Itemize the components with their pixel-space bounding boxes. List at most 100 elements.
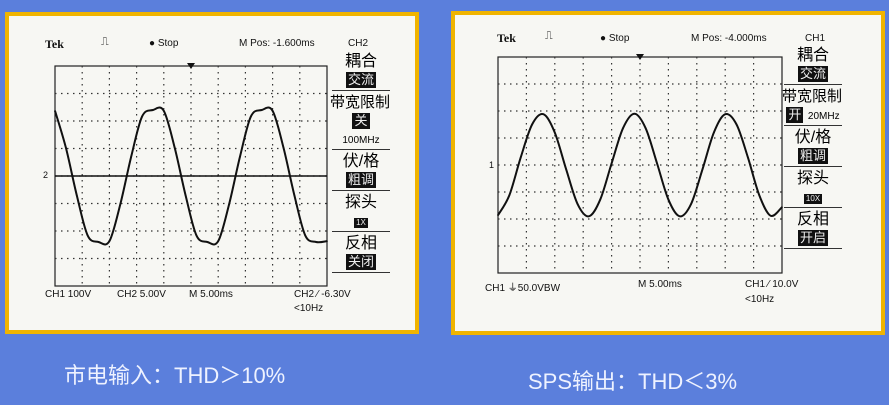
channel-label: CH2 (348, 38, 369, 49)
waveform-sample-point (260, 109, 263, 111)
status-text: Stop (157, 38, 179, 49)
coupling-value: 交流 (345, 72, 376, 88)
waveform-sample-point (119, 203, 122, 206)
trigger-position-marker (187, 63, 195, 69)
waveform-sample-point (315, 241, 317, 243)
trigger-level: CH1 ⁄ 10.0V (745, 279, 799, 290)
channel-menu: 耦合交流 带宽限制关 100MHz 伏/格粗调 探头 1X 反相关闭 (330, 52, 390, 275)
waveform-sample-point (644, 127, 647, 130)
volts-div-value: 粗调 (797, 148, 828, 164)
menu-probe[interactable]: 探头 10X (784, 169, 842, 208)
waveform-sample-point (141, 115, 143, 118)
waveform-sample-point (217, 240, 219, 242)
waveform-sample-point (633, 112, 636, 115)
caption-sps-output: SPS输出：THD＜3% (528, 369, 738, 394)
waveform-sample-point (163, 110, 165, 112)
waveform-sample-point (508, 194, 511, 197)
waveform-sample-point (565, 168, 567, 171)
waveform-sample-point (576, 203, 579, 205)
waveform-sample-point (108, 240, 111, 242)
volts-div-label: 伏/格 (342, 153, 380, 170)
invert-value: 关闭 (345, 254, 376, 270)
waveform-sample-point (724, 113, 726, 116)
channel-label: CH1 (805, 33, 826, 44)
coupling-value: 交流 (797, 66, 828, 82)
timebase: M 5.00ms (189, 289, 233, 300)
menu-bw-limit[interactable]: 带宽限制关 100MHz (330, 93, 390, 150)
brand-label: Tek (497, 31, 516, 45)
probe-value: 1X (354, 218, 368, 228)
ch1-waveform-trace (54, 106, 328, 246)
waveform-sample-point (622, 127, 624, 130)
waveform-sample-point (656, 162, 658, 165)
ch1-waveform-trace (497, 112, 783, 218)
invert-label: 反相 (796, 211, 829, 228)
m-pos: M Pos: -4.000ms (691, 33, 767, 44)
waveform-sample-point (54, 110, 56, 112)
ground-marker: 2 (43, 170, 49, 180)
invert-value: 开启 (797, 230, 828, 246)
volts-div-value: 粗调 (345, 172, 376, 188)
scope-panel-mains-input: Tek ⎍ ● Stop M Pos: -1.600ms CH2 2 耦合 交流 … (5, 12, 419, 334)
caption-mains-input: 市电输入：THD＞10% (64, 363, 286, 388)
scope-panel-sps-output: Tek ⎍ ● Stop M Pos: -4.000ms CH1 1 耦合 交流 … (451, 11, 885, 335)
waveform-sample-point (195, 234, 198, 237)
probe-label: 探头 (796, 170, 829, 187)
status-text: Stop (608, 33, 630, 44)
waveform-sample-point (304, 234, 307, 237)
waveform-sample-point (206, 241, 209, 243)
waveform-sample-point (293, 194, 296, 197)
stop-dot-icon: ● (600, 33, 607, 44)
menu-probe[interactable]: 探头 1X (332, 193, 390, 232)
trigger-frequency: <10Hz (745, 294, 775, 305)
menu-invert[interactable]: 反相 开启 (784, 210, 842, 249)
waveform-sample-point (239, 155, 241, 158)
bw-limit-label: 带宽限制 (781, 88, 842, 105)
waveform-sample-point (599, 198, 602, 201)
bw-value: 20MHz (807, 111, 840, 122)
ch2-scale: CH2 5.00V (117, 289, 166, 300)
run-status: ● Stop (149, 38, 178, 49)
waveform-sample-point (75, 194, 78, 197)
trigger-position-marker (636, 54, 644, 60)
waveform-sample-point (701, 168, 704, 171)
menu-invert[interactable]: 反相 关闭 (332, 234, 390, 273)
waveform-sample-point (713, 131, 715, 134)
menu-volts-div[interactable]: 伏/格粗调 (332, 152, 390, 191)
waveform-sample-point (588, 215, 590, 218)
waveform-sample-point (271, 110, 274, 112)
waveform-sample-point (758, 194, 761, 197)
waveform-sample-point (747, 156, 749, 159)
waveform-sample-point (130, 155, 132, 158)
coupling-label: 耦合 (344, 53, 377, 70)
waveform-sample-point (326, 240, 328, 242)
waveform-sample-point (184, 194, 187, 197)
waveform-sample-point (531, 123, 533, 126)
waveform-sample-point (542, 113, 545, 116)
waveform-sample-point (678, 215, 681, 218)
menu-coupling[interactable]: 耦合 交流 (332, 52, 390, 91)
waveform-sample-point (282, 146, 285, 149)
ch1-scale: CH1 100V (45, 289, 92, 300)
brand-label: Tek (45, 37, 64, 51)
waveform-sample-point (554, 131, 556, 134)
waveform-sample-point (497, 214, 499, 217)
timebase: M 5.00ms (638, 279, 682, 290)
waveform-sample-point (781, 206, 783, 208)
menu-bw-limit[interactable]: 带宽限制开 20MHz (782, 87, 842, 126)
scope-graticule (54, 63, 328, 287)
waveform-sample-point (152, 109, 154, 111)
bw-state: 开 (786, 107, 804, 123)
scope-graticule (497, 54, 783, 274)
invert-label: 反相 (344, 235, 377, 252)
trigger-frequency: <10Hz (294, 303, 324, 314)
waveform-sample-point (250, 115, 252, 118)
stop-dot-icon: ● (149, 38, 156, 49)
waveform-sample-point (610, 162, 613, 165)
pulse-icon: ⎍ (101, 36, 109, 48)
probe-label: 探头 (344, 194, 377, 211)
menu-volts-div[interactable]: 伏/格 粗调 (784, 128, 842, 167)
waveform-sample-point (86, 234, 89, 237)
ground-marker: 1 (489, 160, 495, 170)
menu-coupling[interactable]: 耦合 交流 (784, 46, 842, 85)
